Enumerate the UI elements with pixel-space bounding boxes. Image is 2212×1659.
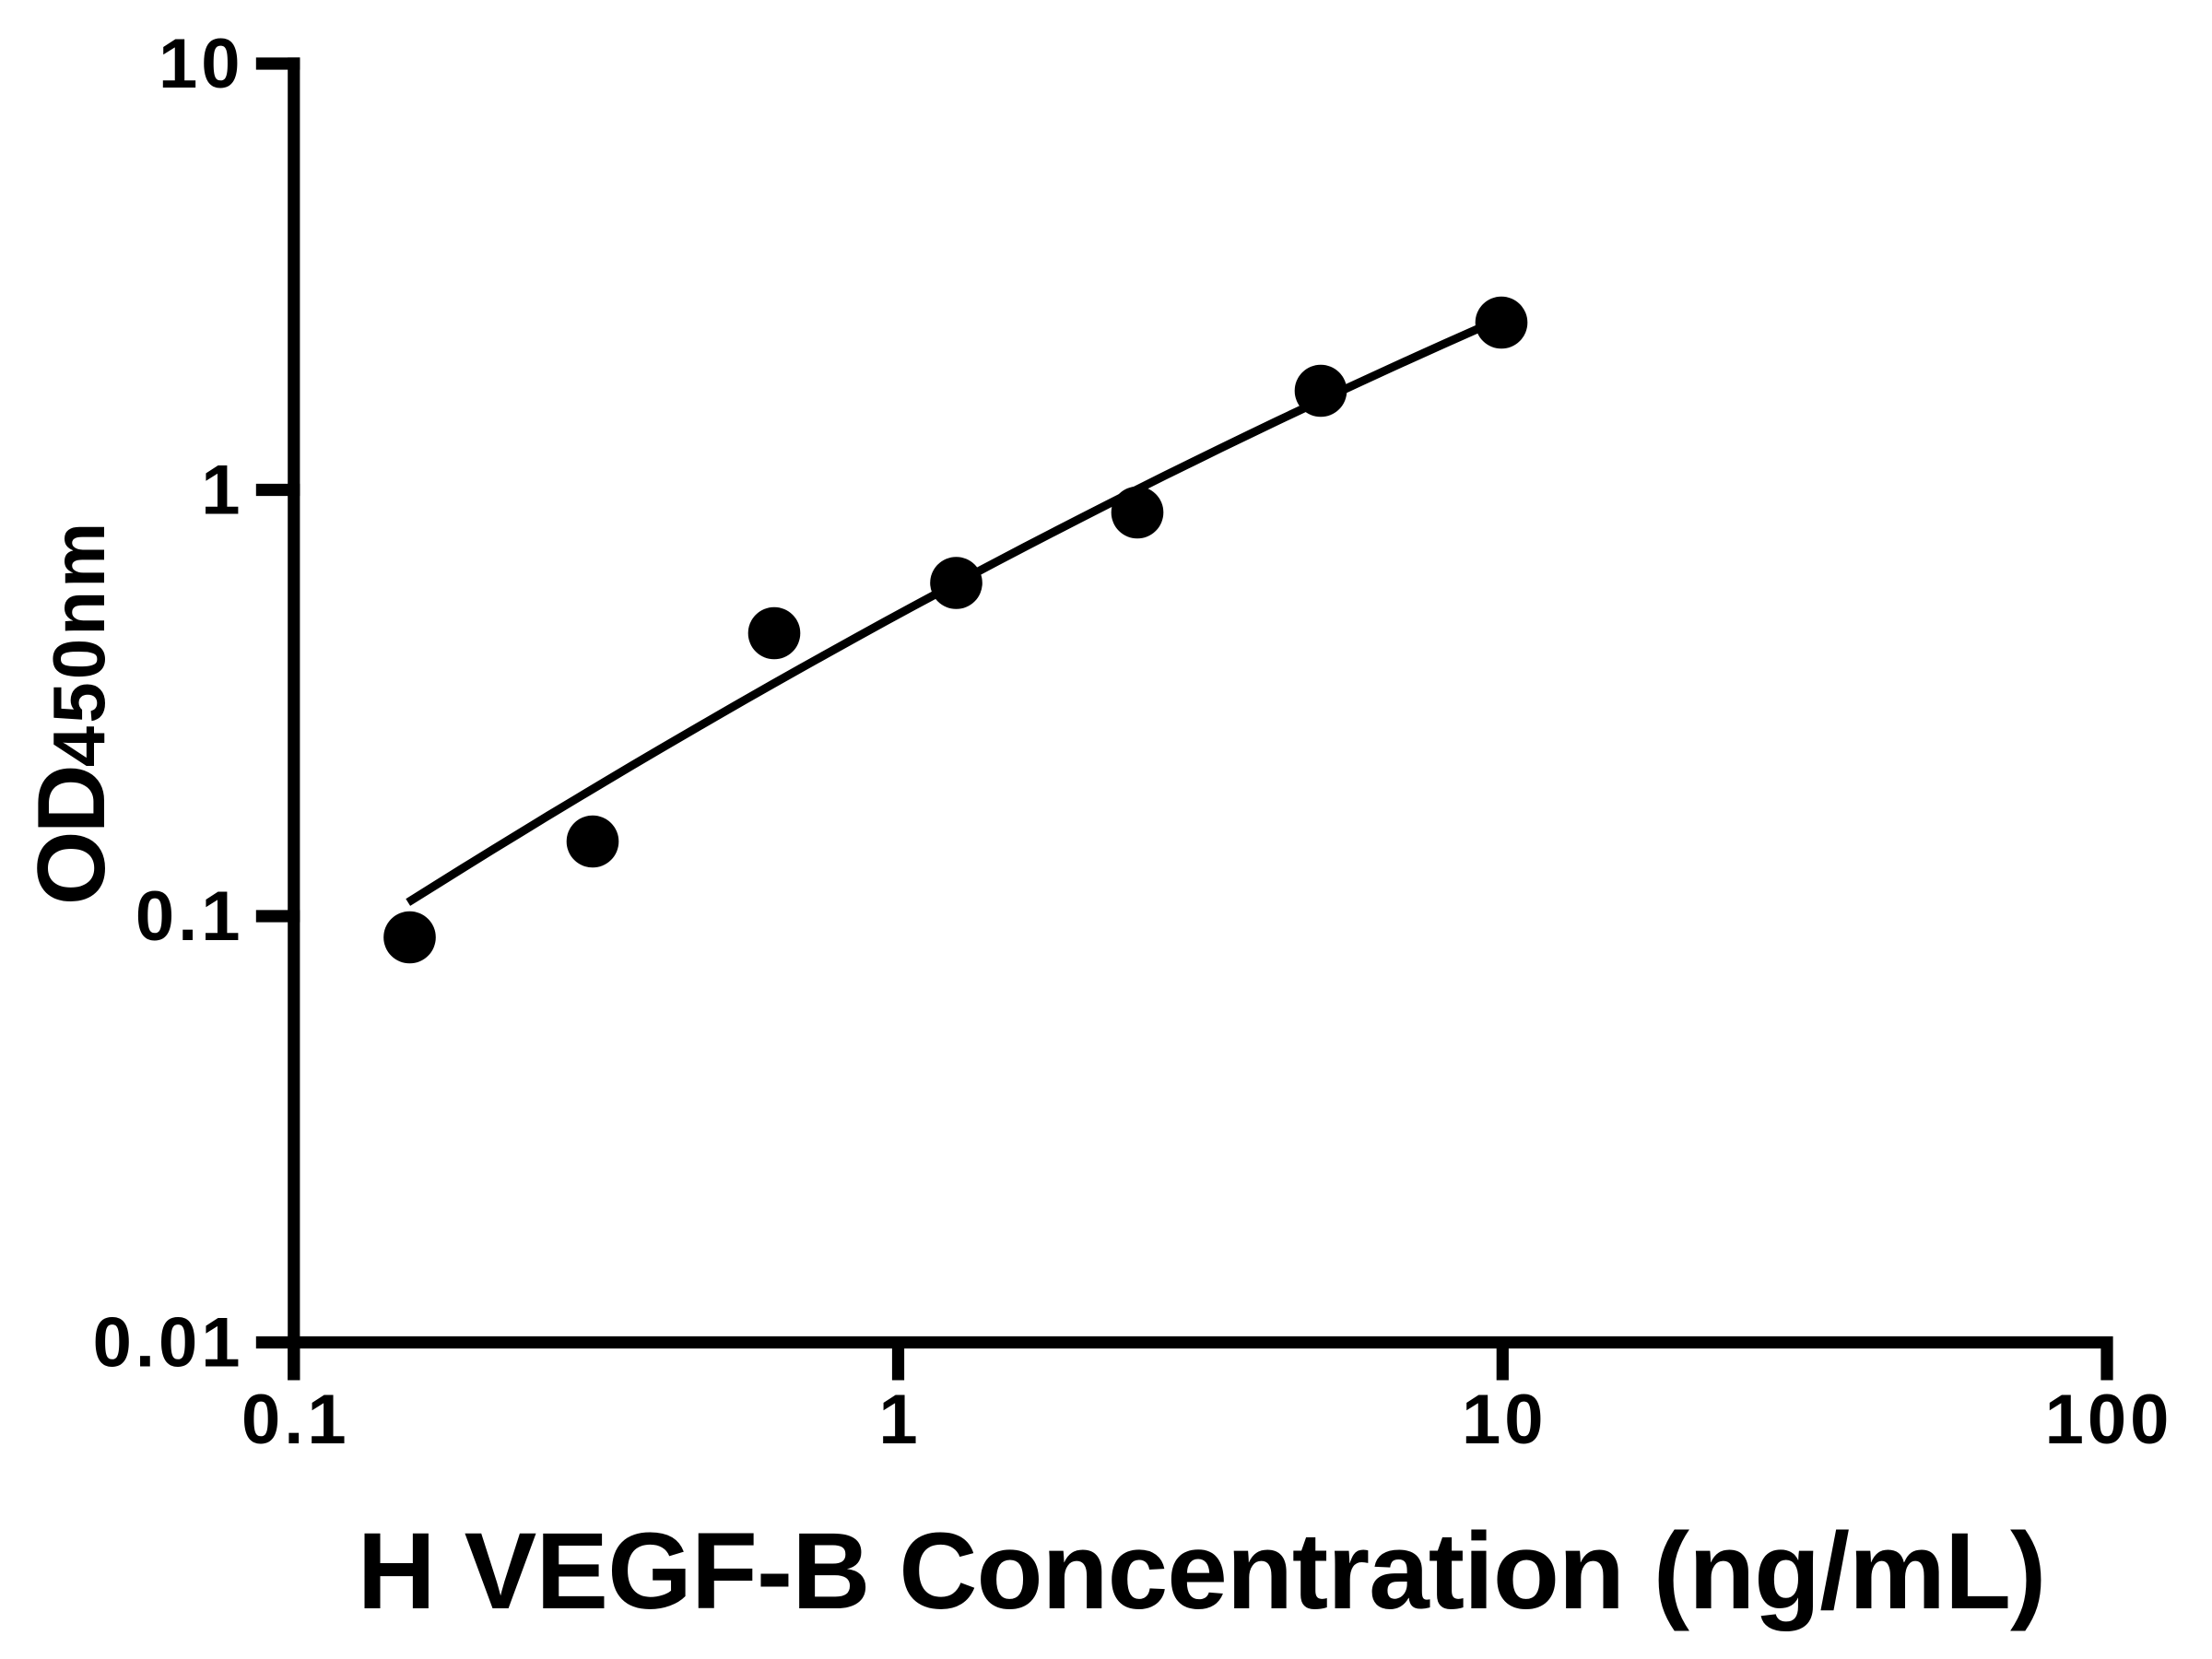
- svg-text:1: 1: [201, 452, 243, 530]
- svg-text:10: 10: [159, 25, 244, 103]
- svg-text:100: 100: [2045, 1381, 2173, 1459]
- svg-text:H VEGF-B Concentration (ng/mL): H VEGF-B Concentration (ng/mL): [358, 1511, 2046, 1632]
- svg-text:OD450nm: OD450nm: [18, 520, 125, 905]
- svg-text:1: 1: [878, 1381, 921, 1459]
- svg-text:0.1: 0.1: [241, 1381, 350, 1459]
- svg-text:0.1: 0.1: [135, 877, 244, 956]
- svg-text:0.01: 0.01: [93, 1304, 244, 1382]
- svg-text:10: 10: [1462, 1381, 1547, 1459]
